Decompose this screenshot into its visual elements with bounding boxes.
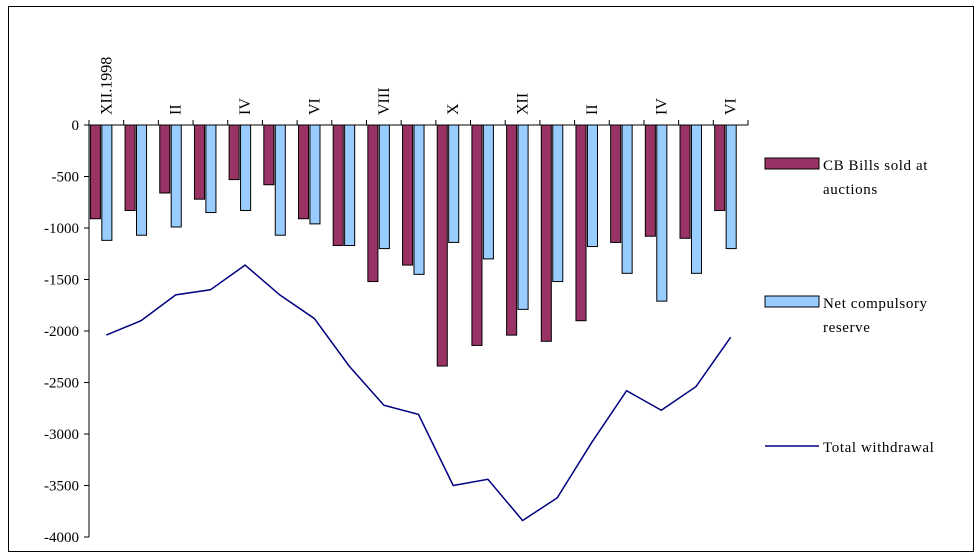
- bar-cb-bills: [89, 124, 101, 220]
- bar-net-reserve: [586, 124, 598, 248]
- bar-net-reserve: [621, 124, 633, 274]
- bar-cb-bills: [436, 124, 448, 367]
- bar-cb-bills: [610, 124, 622, 243]
- y-tick-label: -500: [52, 170, 80, 186]
- total-line: [106, 264, 732, 522]
- x-tick-label: XII.1998: [98, 57, 115, 115]
- bar-cb-bills: [575, 124, 587, 322]
- bars: [89, 124, 737, 367]
- bar-net-reserve: [136, 124, 148, 236]
- bar-cb-bills: [506, 124, 518, 336]
- legend-label: auctions: [823, 182, 878, 198]
- x-tick-label: II: [584, 104, 601, 115]
- bar-net-reserve: [205, 124, 217, 214]
- x-tick-label: VI: [723, 98, 740, 115]
- bar-net-reserve: [378, 124, 390, 250]
- bar-net-reserve: [344, 124, 356, 247]
- x-tick-label: XII: [515, 93, 532, 115]
- bar-cb-bills: [644, 124, 656, 237]
- bar-net-reserve: [101, 124, 113, 241]
- legend-swatch: [764, 295, 820, 308]
- bar-net-reserve: [656, 124, 668, 302]
- x-tick-label: IV: [653, 98, 670, 115]
- y-tick-label: -4000: [44, 530, 79, 546]
- legend-label: Net compulsory: [823, 296, 928, 312]
- bar-net-reserve: [517, 124, 529, 310]
- y-axis: 0 -500 -1000 -1500 -2000 -2500 -3000 -3500 -4000: [44, 118, 90, 546]
- chart-frame: [8, 6, 974, 552]
- x-tick-label: IV: [237, 98, 254, 115]
- bar-net-reserve: [448, 124, 460, 243]
- legend-label: CB Bills sold at: [823, 158, 928, 174]
- total-withdrawal-line: [106, 264, 732, 522]
- bar-net-reserve: [482, 124, 494, 260]
- bar-net-reserve: [725, 124, 737, 250]
- bar-cb-bills: [714, 124, 726, 211]
- legend-label: reserve: [823, 320, 871, 336]
- bar-cb-bills: [471, 124, 483, 346]
- legend-swatch: [764, 157, 820, 170]
- bar-net-reserve: [690, 124, 703, 274]
- bar-cb-bills: [367, 124, 379, 283]
- y-tick-label: -3000: [44, 427, 79, 443]
- x-tick-label: VIII: [376, 87, 393, 115]
- bar-cb-bills: [297, 124, 310, 220]
- x-tick-label: X: [445, 103, 462, 115]
- x-tick-label: VI: [306, 98, 323, 115]
- legend: CB Bills sold at auctions Net compulsory re…: [764, 157, 934, 456]
- bar-cb-bills: [332, 124, 344, 247]
- bar-cb-bills: [679, 124, 691, 239]
- y-tick-label: -2000: [44, 324, 79, 340]
- bar-net-reserve: [309, 124, 321, 225]
- y-tick-label: -1500: [44, 273, 79, 289]
- bar-cb-bills: [159, 124, 171, 194]
- bar-net-reserve: [413, 124, 425, 275]
- legend-label: Total withdrawal: [823, 440, 934, 456]
- bar-cb-bills: [263, 124, 275, 186]
- bar-cb-bills: [124, 124, 136, 211]
- bar-cb-bills: [540, 124, 552, 342]
- y-tick-label: -1000: [44, 221, 79, 237]
- bar-net-reserve: [552, 124, 564, 283]
- bar-cb-bills: [193, 124, 205, 200]
- x-tick-label: II: [168, 104, 185, 115]
- x-axis: XII.1998 II IV VI VIII X XII II IV VI: [88, 57, 749, 126]
- bar-cb-bills: [228, 124, 240, 181]
- y-tick-label: 0: [72, 118, 80, 134]
- bar-net-reserve: [274, 124, 286, 236]
- y-tick-label: -2500: [44, 376, 79, 392]
- y-tick-label: -3500: [44, 479, 79, 495]
- bar-net-reserve: [170, 124, 182, 228]
- bar-cb-bills: [402, 124, 414, 266]
- bar-net-reserve: [240, 124, 252, 211]
